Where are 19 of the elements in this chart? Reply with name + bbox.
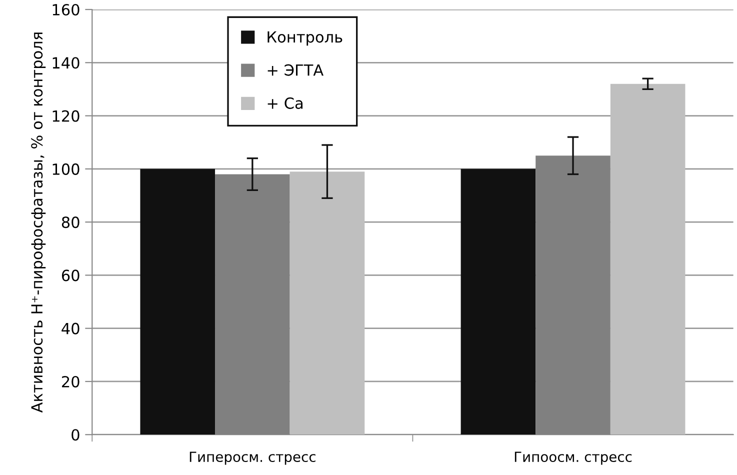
bar: [610, 84, 686, 435]
y-tick-label: 40: [62, 322, 80, 334]
y-tick-label: 140: [52, 57, 80, 69]
legend-label: Контроль: [268, 31, 342, 46]
y-tick-label: 0: [72, 429, 80, 441]
y-tick-label: 20: [62, 376, 80, 388]
x-tick-label: Гипоосм. стресс: [514, 452, 632, 465]
x-tick-label: Гиперосм. стресс: [190, 452, 316, 465]
bar: [460, 168, 536, 435]
legend-label: + Ca: [268, 97, 302, 109]
y-axis-title: Активность H⁺-пирофосфатазы, % от контроля: [31, 32, 46, 413]
bar: [140, 168, 216, 435]
y-tick-label: 80: [62, 216, 80, 228]
y-tick-label: 120: [52, 110, 80, 122]
y-tick-label: 160: [52, 4, 80, 16]
y-tick-label: 60: [62, 270, 80, 282]
y-tick-label: 100: [52, 163, 80, 175]
legend-label: + ЭГТА: [268, 64, 324, 76]
bar: [290, 172, 365, 435]
